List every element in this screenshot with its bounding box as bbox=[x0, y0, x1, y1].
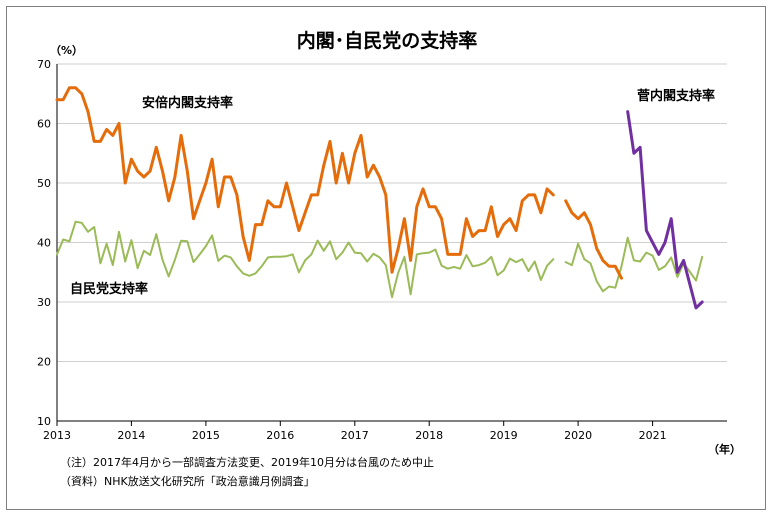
series-line-0 bbox=[55, 86, 623, 280]
x-tick-label: 2020 bbox=[564, 429, 592, 442]
series-label-ldp: 自民党支持率 bbox=[70, 281, 148, 297]
y-tick-label: 40 bbox=[37, 237, 51, 250]
source-text: （資料）NHK放送文化研究所「政治意識月例調査」 bbox=[60, 474, 315, 488]
y-axis-ticks: 10 20 30 40 50 60 70 bbox=[37, 58, 51, 428]
x-tick-label: 2017 bbox=[341, 429, 369, 442]
x-axis-ticks: 2013 2014 2015 2016 2017 2018 2019 2020 2021 bbox=[43, 421, 667, 442]
series-label-suga: 菅内閣支持率 bbox=[637, 88, 715, 104]
y-tick-label: 20 bbox=[37, 356, 51, 369]
y-tick-label: 30 bbox=[37, 296, 51, 309]
series-lines bbox=[55, 86, 704, 310]
x-tick-label: 2019 bbox=[490, 429, 518, 442]
x-tick-label: 2021 bbox=[639, 429, 667, 442]
x-tick-label: 2015 bbox=[192, 429, 220, 442]
chart-frame bbox=[6, 6, 766, 510]
x-tick-label: 2018 bbox=[415, 429, 443, 442]
chart-title: 内閣･自民党の支持率 bbox=[297, 29, 478, 52]
x-axis-unit: （年） bbox=[708, 442, 741, 456]
x-tick-label: 2013 bbox=[43, 429, 71, 442]
y-tick-label: 70 bbox=[37, 58, 51, 71]
y-tick-label: 10 bbox=[37, 415, 51, 428]
series-line-1 bbox=[626, 110, 704, 310]
gridlines bbox=[56, 63, 727, 422]
y-tick-label: 50 bbox=[37, 177, 51, 190]
note-text: （注）2017年4月から一部調査方法変更、2019年10月分は台風のため中止 bbox=[60, 455, 434, 469]
y-tick-label: 60 bbox=[37, 118, 51, 131]
y-axis-unit: （%） bbox=[50, 44, 83, 57]
series-line-2 bbox=[56, 220, 704, 299]
series-label-abe: 安倍内閣支持率 bbox=[142, 95, 233, 111]
x-tick-label: 2016 bbox=[266, 429, 294, 442]
x-tick-label: 2014 bbox=[117, 429, 145, 442]
